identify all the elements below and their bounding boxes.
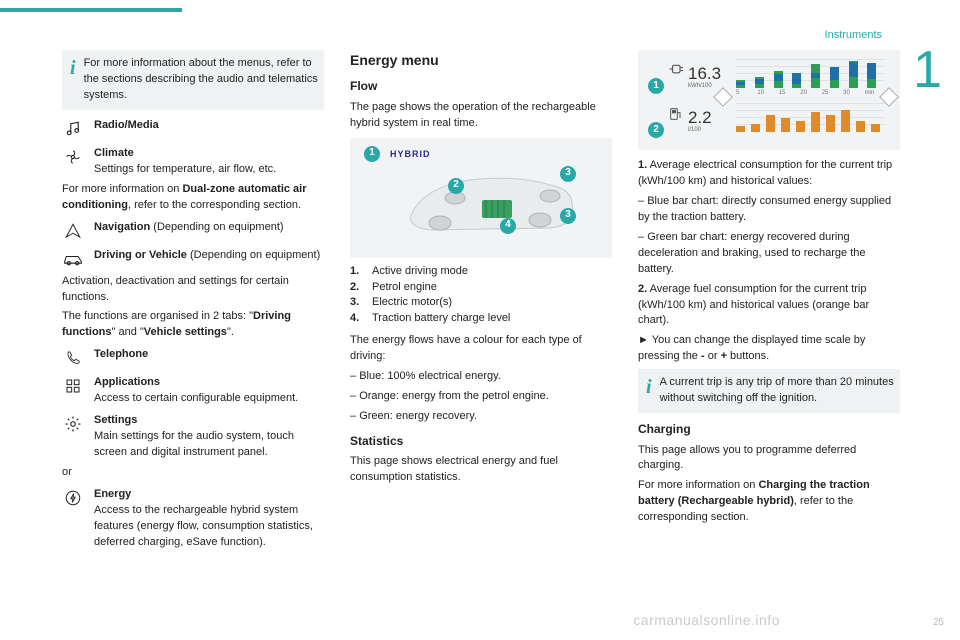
flow-badge-3-bottom: 3 — [560, 208, 576, 224]
fuel-unit: l/100 — [688, 126, 701, 135]
legend-4: Traction battery charge level — [372, 311, 510, 327]
flow-badge-3-top: 3 — [560, 166, 576, 182]
fan-icon — [62, 146, 84, 168]
drive-para1: Activation, deactivation and settings fo… — [62, 274, 324, 306]
info-trip-text: A current trip is any trip of more than … — [660, 375, 894, 407]
tel-title: Telephone — [94, 348, 148, 360]
climate-title: Climate — [94, 147, 134, 159]
lightning-icon — [62, 487, 84, 509]
flow-heading: Flow — [350, 78, 612, 95]
plug-icon — [668, 62, 686, 82]
column-3: 1 16.3 kWh/100 51015202530min 2 2.2 l/10… — [638, 50, 900, 553]
column-1: i For more information about the menus, … — [62, 50, 324, 553]
climate-note: For more information on Dual-zone automa… — [62, 182, 324, 214]
top-accent-bar — [0, 8, 182, 12]
section-header: Instruments — [825, 28, 882, 44]
grid-icon — [62, 375, 84, 397]
b1: – Blue bar chart: directly consumed ener… — [638, 194, 900, 226]
nav-desc: (Depending on equipment) — [150, 221, 283, 233]
page-columns: i For more information about the menus, … — [62, 50, 900, 553]
menu-item-settings: Settings Main settings for the audio syst… — [62, 413, 324, 461]
energy-title: Energy — [94, 488, 131, 500]
flows-intro: The energy flows have a colour for each … — [350, 333, 612, 365]
menu-item-climate: Climate Settings for temperature, air fl… — [62, 146, 324, 178]
b2: – Green bar chart: energy recovered duri… — [638, 230, 900, 278]
energy-menu-heading: Energy menu — [350, 50, 612, 70]
charging-note: For more information on Charging the tra… — [638, 478, 900, 526]
flow-badge-1: 1 — [364, 146, 380, 162]
hybrid-label: HYBRID — [390, 148, 431, 161]
or-label: or — [62, 465, 324, 481]
statistics-heading: Statistics — [350, 433, 612, 450]
tip: ► You can change the displayed time scal… — [638, 333, 900, 365]
set-desc: Main settings for the audio system, touc… — [94, 430, 294, 458]
flow-legend-list: 1.Active driving mode 2.Petrol engine 3.… — [350, 264, 612, 328]
flow-desc: The page shows the operation of the rech… — [350, 100, 612, 132]
flow-badge-2: 2 — [448, 178, 464, 194]
nav-title: Navigation — [94, 221, 150, 233]
info-text: For more information about the menus, re… — [84, 56, 318, 104]
menu-item-navigation: Navigation (Depending on equipment) — [62, 220, 324, 242]
column-2: Energy menu Flow The page shows the oper… — [350, 50, 612, 553]
phone-icon — [62, 347, 84, 369]
bullet-orange: – Orange: energy from the petrol engine. — [350, 389, 612, 405]
stat-row-fuel: 2 2.2 l/100 — [646, 100, 892, 144]
stat-badge-2: 2 — [648, 122, 664, 138]
info-box-trip: i A current trip is any trip of more tha… — [638, 369, 900, 413]
flow-diagram: 1 HYBRID 2 3 3 4 — [350, 138, 612, 258]
charging-desc: This page allows you to programme deferr… — [638, 443, 900, 475]
menu-item-driving: Driving or Vehicle (Depending on equipme… — [62, 248, 324, 270]
drive-para2: The functions are organised in 2 tabs: "… — [62, 309, 324, 341]
nav-arrow-icon — [62, 220, 84, 242]
legend-1: Active driving mode — [372, 264, 468, 280]
menu-item-radio: Radio/Media — [62, 118, 324, 140]
apps-desc: Access to certain configurable equipment… — [94, 392, 298, 404]
car-outline — [400, 168, 580, 238]
fuel-bar-chart — [736, 104, 884, 140]
car-icon — [62, 248, 84, 270]
menu-item-telephone: Telephone — [62, 347, 324, 369]
watermark: carmanualsonline.info — [633, 610, 780, 630]
flow-badge-4: 4 — [500, 218, 516, 234]
p1: 1. Average electrical consumption for th… — [638, 158, 900, 190]
statistics-desc: This page shows electrical energy and fu… — [350, 454, 612, 486]
radio-title: Radio/Media — [94, 119, 159, 131]
fuel-pump-icon — [668, 106, 684, 128]
gear-icon — [62, 413, 84, 435]
p2: 2. Average fuel consumption for the curr… — [638, 282, 900, 330]
stat-badge-1: 1 — [648, 78, 664, 94]
apps-title: Applications — [94, 376, 160, 388]
chapter-number: 1 — [913, 44, 942, 96]
music-note-icon — [62, 118, 84, 140]
legend-2: Petrol engine — [372, 280, 437, 296]
stat-row-electric: 1 16.3 kWh/100 51015202530min — [646, 56, 892, 100]
elec-bar-chart: 51015202530min — [736, 60, 884, 96]
bullet-green: – Green: energy recovery. — [350, 409, 612, 425]
menu-item-apps: Applications Access to certain configurab… — [62, 375, 324, 407]
legend-3: Electric motor(s) — [372, 295, 452, 311]
stats-figure: 1 16.3 kWh/100 51015202530min 2 2.2 l/10… — [638, 50, 900, 150]
set-title: Settings — [94, 414, 137, 426]
page-number: 25 — [933, 616, 944, 631]
charging-heading: Charging — [638, 421, 900, 438]
energy-desc: Access to the rechargeable hybrid system… — [94, 504, 313, 548]
menu-item-energy: Energy Access to the rechargeable hybrid … — [62, 487, 324, 551]
drive-title: Driving or Vehicle — [94, 249, 187, 261]
elec-unit: kWh/100 — [688, 82, 712, 91]
climate-desc: Settings for temperature, air flow, etc. — [94, 163, 276, 175]
info-box-menus: i For more information about the menus, … — [62, 50, 324, 110]
info-icon: i — [70, 56, 76, 78]
drive-desc: (Depending on equipment) — [187, 249, 320, 261]
bullet-blue: – Blue: 100% electrical energy. — [350, 369, 612, 385]
info-icon: i — [646, 375, 652, 397]
